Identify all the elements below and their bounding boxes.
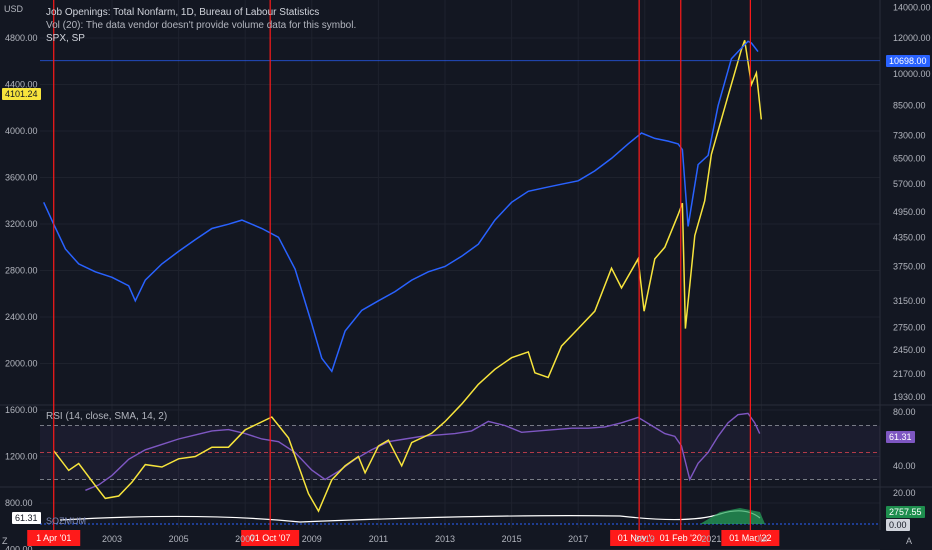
left-tick-label: 1200.00 bbox=[5, 452, 38, 462]
x-tick-label: 2021 bbox=[701, 534, 721, 544]
rsi-value-badge: 61.31 bbox=[886, 431, 915, 443]
left-tick-label: 4400.00 bbox=[5, 80, 38, 90]
spx-legend[interactable]: SPX, SP bbox=[46, 33, 85, 44]
left-tick-label: 1600.00 bbox=[5, 405, 38, 415]
axes: 4800.00 4400.00 4000.00 3600.00 3200.00 2800.… bbox=[5, 3, 931, 550]
right-tick-label: 14000.00 bbox=[893, 3, 931, 13]
left-tick-label: 4000.00 bbox=[5, 126, 38, 136]
chart-title[interactable]: Job Openings: Total Nonfarm, 1D, Bureau … bbox=[46, 7, 320, 18]
rsi-line bbox=[85, 412, 761, 491]
rsi-pane bbox=[40, 412, 880, 491]
event-label: 01 Mar '22 bbox=[729, 533, 771, 543]
right-tick-label: 10000.00 bbox=[893, 69, 931, 79]
left-tick-label: 400.00 bbox=[5, 545, 33, 550]
event-lines: 1 Apr '01 01 Oct '07 01 Nov '18 01 Feb '20 0… bbox=[27, 0, 780, 546]
right-tick-label: 6500.00 bbox=[893, 153, 926, 163]
left-tick-label: 2000.00 bbox=[5, 359, 38, 369]
right-tick-label: 2170.00 bbox=[893, 369, 926, 379]
right-tick-label: 4350.00 bbox=[893, 232, 926, 242]
event-label: 01 Feb '20 bbox=[660, 533, 702, 543]
rsi-tick-label: 20.00 bbox=[893, 488, 916, 498]
left-tick-label: 4800.00 bbox=[5, 33, 38, 43]
price-series bbox=[40, 40, 880, 513]
x-tick-label: 2015 bbox=[502, 534, 522, 544]
right-tick-label: 2450.00 bbox=[893, 345, 926, 355]
left-tick-label: 800.00 bbox=[5, 498, 33, 508]
right-tick-label: 3150.00 bbox=[893, 296, 926, 306]
event-label: 01 Nov '18 bbox=[618, 533, 661, 543]
x-tick-label: 2005 bbox=[169, 534, 189, 544]
sozmum-zero-badge: 0.00 bbox=[886, 519, 910, 531]
spx-last-value-badge: 4101.24 bbox=[2, 88, 41, 100]
x-tick-label: 2019 bbox=[635, 534, 655, 544]
job-openings-line bbox=[43, 40, 759, 373]
x-tick-label: 2003 bbox=[102, 534, 122, 544]
x-tick-label: Jul bbox=[756, 534, 768, 544]
jobs-last-value-badge: 10698.00 bbox=[886, 55, 930, 67]
right-tick-label: 3750.00 bbox=[893, 262, 926, 272]
event-label-bg bbox=[721, 530, 780, 546]
right-tick-label: 8500.00 bbox=[893, 101, 926, 111]
sozmum-left-badge: 61.31 bbox=[12, 512, 41, 524]
event-label-bg bbox=[651, 530, 710, 546]
event-label: 1 Apr '01 bbox=[36, 533, 71, 543]
rsi-legend[interactable]: RSI (14, close, SMA, 14, 2) bbox=[46, 411, 168, 422]
right-tick-label: 7300.00 bbox=[893, 131, 926, 141]
right-tick-label: 4950.00 bbox=[893, 207, 926, 217]
left-tick-label: 3200.00 bbox=[5, 219, 38, 229]
right-tick-label: 5700.00 bbox=[893, 179, 926, 189]
left-tick-label: 2400.00 bbox=[5, 312, 38, 322]
volume-note: Vol (20): The data vendor doesn't provid… bbox=[46, 20, 357, 31]
event-label-bg bbox=[241, 530, 300, 546]
x-tick-label: 2013 bbox=[435, 534, 455, 544]
left-tick-label: 3600.00 bbox=[5, 173, 38, 183]
right-tick-label: 1930.00 bbox=[893, 392, 926, 402]
x-tick-label: 2017 bbox=[568, 534, 588, 544]
rsi-tick-label: 40.00 bbox=[893, 461, 916, 471]
x-tick-label: 2011 bbox=[369, 534, 388, 544]
right-tick-label: 12000.00 bbox=[893, 33, 931, 43]
sozmum-histogram bbox=[700, 508, 765, 524]
sozmum-legend[interactable]: SOZMUM bbox=[46, 516, 86, 526]
event-label: 01 Oct '07 bbox=[250, 533, 291, 543]
rsi-tick-label: 80.00 bbox=[893, 407, 916, 417]
oscillator-pane bbox=[40, 508, 880, 525]
left-axis-currency: USD bbox=[4, 4, 24, 14]
sozmum-value-badge: 2757.55 bbox=[886, 506, 925, 518]
right-tick-label: 2750.00 bbox=[893, 322, 926, 332]
timezone-icon[interactable]: Z bbox=[2, 536, 8, 546]
auto-scale-icon[interactable]: A bbox=[906, 536, 913, 546]
event-label-bg bbox=[27, 530, 81, 546]
x-tick-label: 2007 bbox=[235, 534, 255, 544]
spx-line bbox=[53, 40, 763, 513]
x-tick-label: 2009 bbox=[302, 534, 322, 544]
left-tick-label: 2800.00 bbox=[5, 266, 38, 276]
